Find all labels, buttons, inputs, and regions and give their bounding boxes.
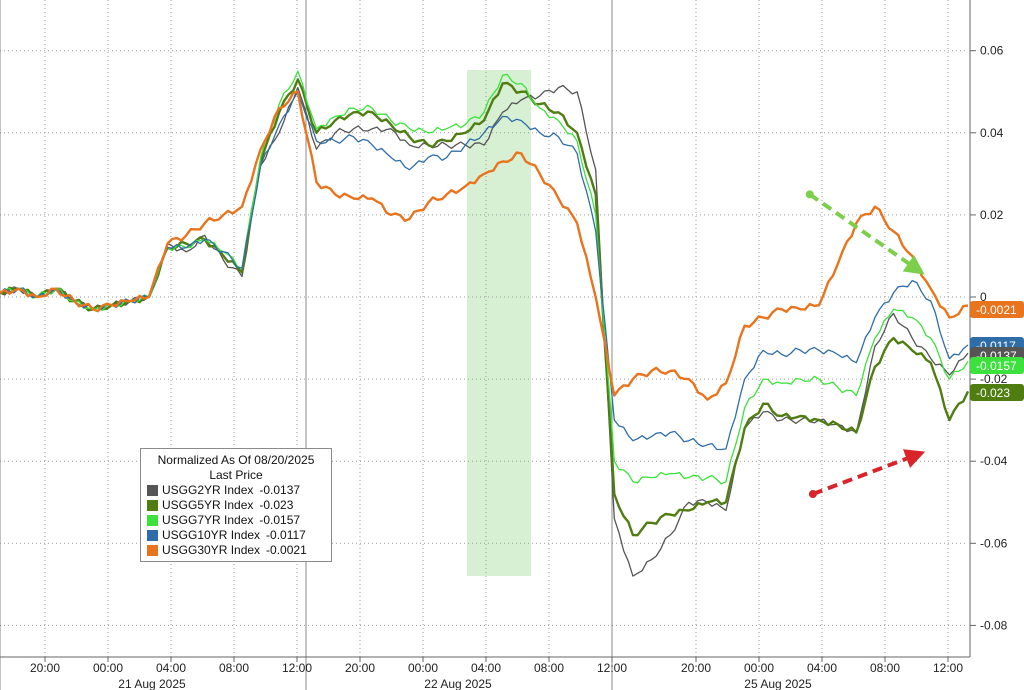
highlight-band: [467, 70, 531, 576]
x-tick-label: 04:00: [156, 661, 186, 675]
legend-swatch: [147, 545, 158, 556]
annotation-arrow: [812, 449, 926, 496]
legend-label: USGG30YR Index: [162, 543, 261, 557]
x-tick-label: 12:00: [933, 661, 963, 675]
x-tick-label: 12:00: [282, 661, 312, 675]
annotation-arrow: [808, 192, 925, 275]
y-tick-label: 0.04: [980, 126, 1004, 140]
legend-label: USGG5YR Index: [162, 498, 254, 512]
x-tick-labels: 20:00 00:00 04:00 08:00 12:00 20:00 00:00 04:00…: [30, 661, 963, 690]
series-line: [0, 90, 969, 401]
legend-label: USGG2YR Index: [162, 483, 254, 497]
value-label-box: [970, 357, 1024, 374]
y-tick-label: 0: [980, 290, 987, 304]
x-date-label: 21 Aug 2025: [118, 677, 186, 690]
legend-label: USGG7YR Index: [162, 513, 254, 527]
x-tick-label: 00:00: [744, 661, 774, 675]
legend-entry-30yr: USGG30YR Index -0.0021: [147, 543, 325, 558]
x-tick-label: 08:00: [534, 661, 564, 675]
legend: Normalized As Of 08/20/2025 Last Price U…: [140, 448, 332, 562]
legend-value: -0.0021: [266, 543, 307, 557]
y-tick-labels: 0.06 0.04 0.02 0 -0.02 -0.04 -0.06 -0.08: [980, 44, 1008, 633]
value-labels: -0.0021-0.0117-0.0137-0.0157-0.023: [970, 301, 1024, 401]
annotation-arrow-start: [808, 490, 817, 499]
annotation-arrow-start: [805, 190, 814, 199]
y-tick-label: 0.02: [980, 208, 1004, 222]
legend-label: USGG10YR Index: [162, 528, 261, 542]
value-label: -0.023: [976, 386, 1010, 400]
y-tick-label: -0.02: [980, 372, 1008, 386]
legend-value: -0.023: [259, 498, 294, 512]
legend-swatch: [147, 530, 158, 541]
x-date-label: 25 Aug 2025: [744, 677, 812, 690]
legend-entry-5yr: USGG5YR Index -0.023: [147, 498, 325, 513]
highlight-layer: [467, 70, 531, 576]
legend-subtitle: Last Price: [209, 468, 263, 482]
x-tick-label: 20:00: [345, 661, 375, 675]
value-label-box: [970, 384, 1024, 401]
y-tick-label: -0.06: [980, 536, 1008, 550]
x-tick-label: 04:00: [807, 661, 837, 675]
legend-entry-7yr: USGG7YR Index -0.0157: [147, 513, 325, 528]
x-tick-label: 00:00: [408, 661, 438, 675]
value-label: -0.0157: [976, 359, 1017, 373]
legend-swatch: [147, 485, 158, 496]
legend-value: -0.0157: [259, 513, 301, 527]
legend-entry-2yr: USGG2YR Index -0.0137: [147, 483, 325, 498]
legend-value: -0.0137: [259, 483, 301, 497]
legend-title: Normalized As Of 08/20/2025: [157, 453, 315, 467]
annotation-arrows: [805, 190, 926, 499]
x-tick-label: 12:00: [597, 661, 627, 675]
legend-swatch: [147, 500, 158, 511]
value-label: -0.0021: [976, 303, 1017, 317]
x-tick-label: 00:00: [93, 661, 123, 675]
x-tick-label: 04:00: [471, 661, 501, 675]
value-label-box: [970, 301, 1024, 318]
legend-swatch: [147, 515, 158, 526]
x-date-label: 22 Aug 2025: [424, 677, 492, 690]
y-tick-label: 0.06: [980, 44, 1004, 58]
axes: [0, 0, 976, 662]
x-tick-label: 08:00: [870, 661, 900, 675]
legend-entry-10yr: USGG10YR Index -0.0117: [147, 528, 325, 543]
x-tick-label: 08:00: [219, 661, 249, 675]
y-tick-label: -0.08: [980, 618, 1008, 632]
legend-value: -0.0117: [266, 528, 306, 542]
y-tick-label: -0.04: [980, 454, 1008, 468]
x-tick-label: 20:00: [681, 661, 711, 675]
x-tick-label: 20:00: [30, 661, 60, 675]
series-lines: [0, 70, 970, 577]
